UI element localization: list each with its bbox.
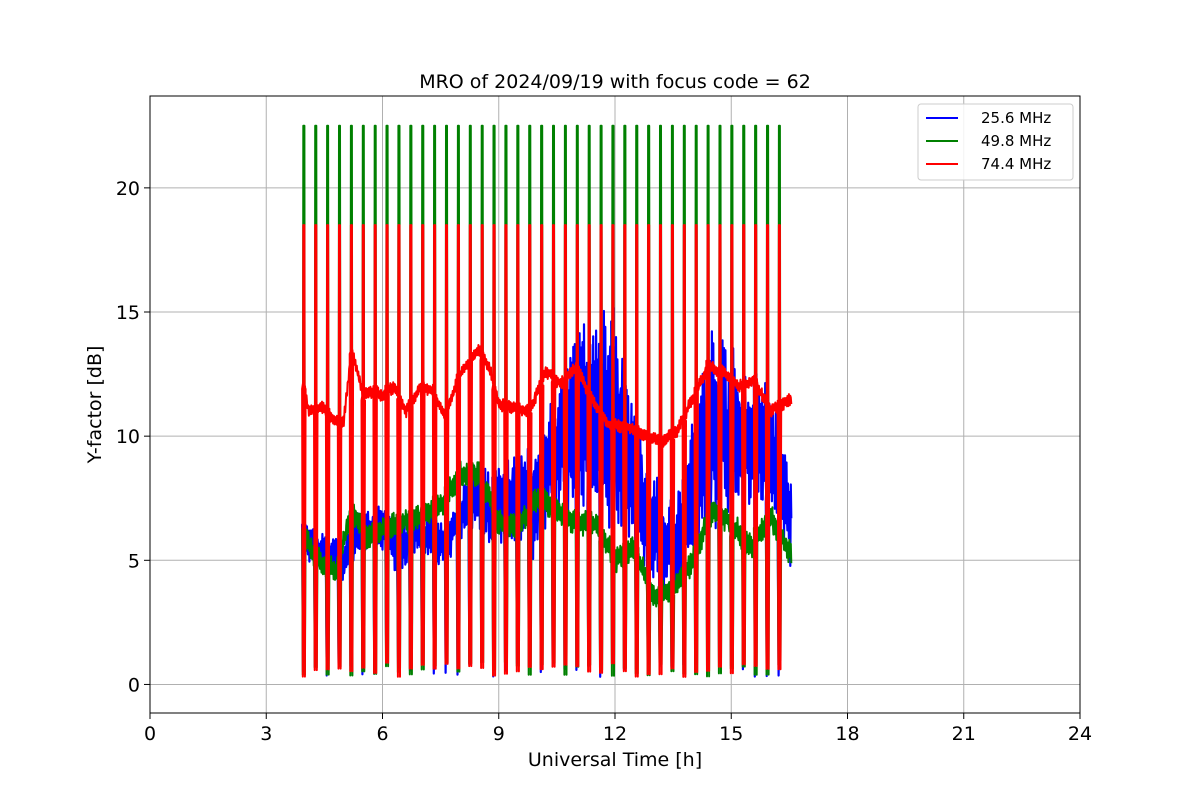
chart-title: MRO of 2024/09/19 with focus code = 62 <box>419 71 811 93</box>
legend-label: 25.6 MHz <box>981 109 1051 127</box>
y-tick-label: 0 <box>128 674 140 696</box>
x-tick-label: 6 <box>376 723 388 745</box>
series-line-49-8-mhz <box>301 124 793 678</box>
legend: 25.6 MHz 49.8 MHz 74.4 MHz <box>917 103 1074 181</box>
x-tick-label: 9 <box>493 723 505 745</box>
legend-box <box>917 103 1074 181</box>
series-layer <box>301 124 793 678</box>
y-axis-label: Y-factor [dB] <box>84 346 106 465</box>
y-tick-label: 10 <box>116 426 140 448</box>
x-tick-label: 3 <box>260 723 272 745</box>
x-axis-label: Universal Time [h] <box>528 749 702 771</box>
x-tick-label: 12 <box>603 723 627 745</box>
x-tick-label: 24 <box>1068 723 1092 745</box>
x-tick-label: 18 <box>835 723 859 745</box>
y-tick-label: 15 <box>116 302 140 324</box>
y-tick-label: 20 <box>116 178 140 200</box>
x-tick-label: 15 <box>719 723 743 745</box>
legend-label: 49.8 MHz <box>981 132 1051 150</box>
x-tick-label: 21 <box>952 723 976 745</box>
y-axis: 0 5 10 15 20 <box>116 178 150 696</box>
x-axis: 0 3 6 9 12 15 18 21 24 <box>144 713 1092 745</box>
legend-label: 74.4 MHz <box>981 155 1051 173</box>
y-tick-label: 5 <box>128 550 140 572</box>
x-tick-label: 0 <box>144 723 156 745</box>
series-line-74-4-mhz <box>301 224 793 678</box>
